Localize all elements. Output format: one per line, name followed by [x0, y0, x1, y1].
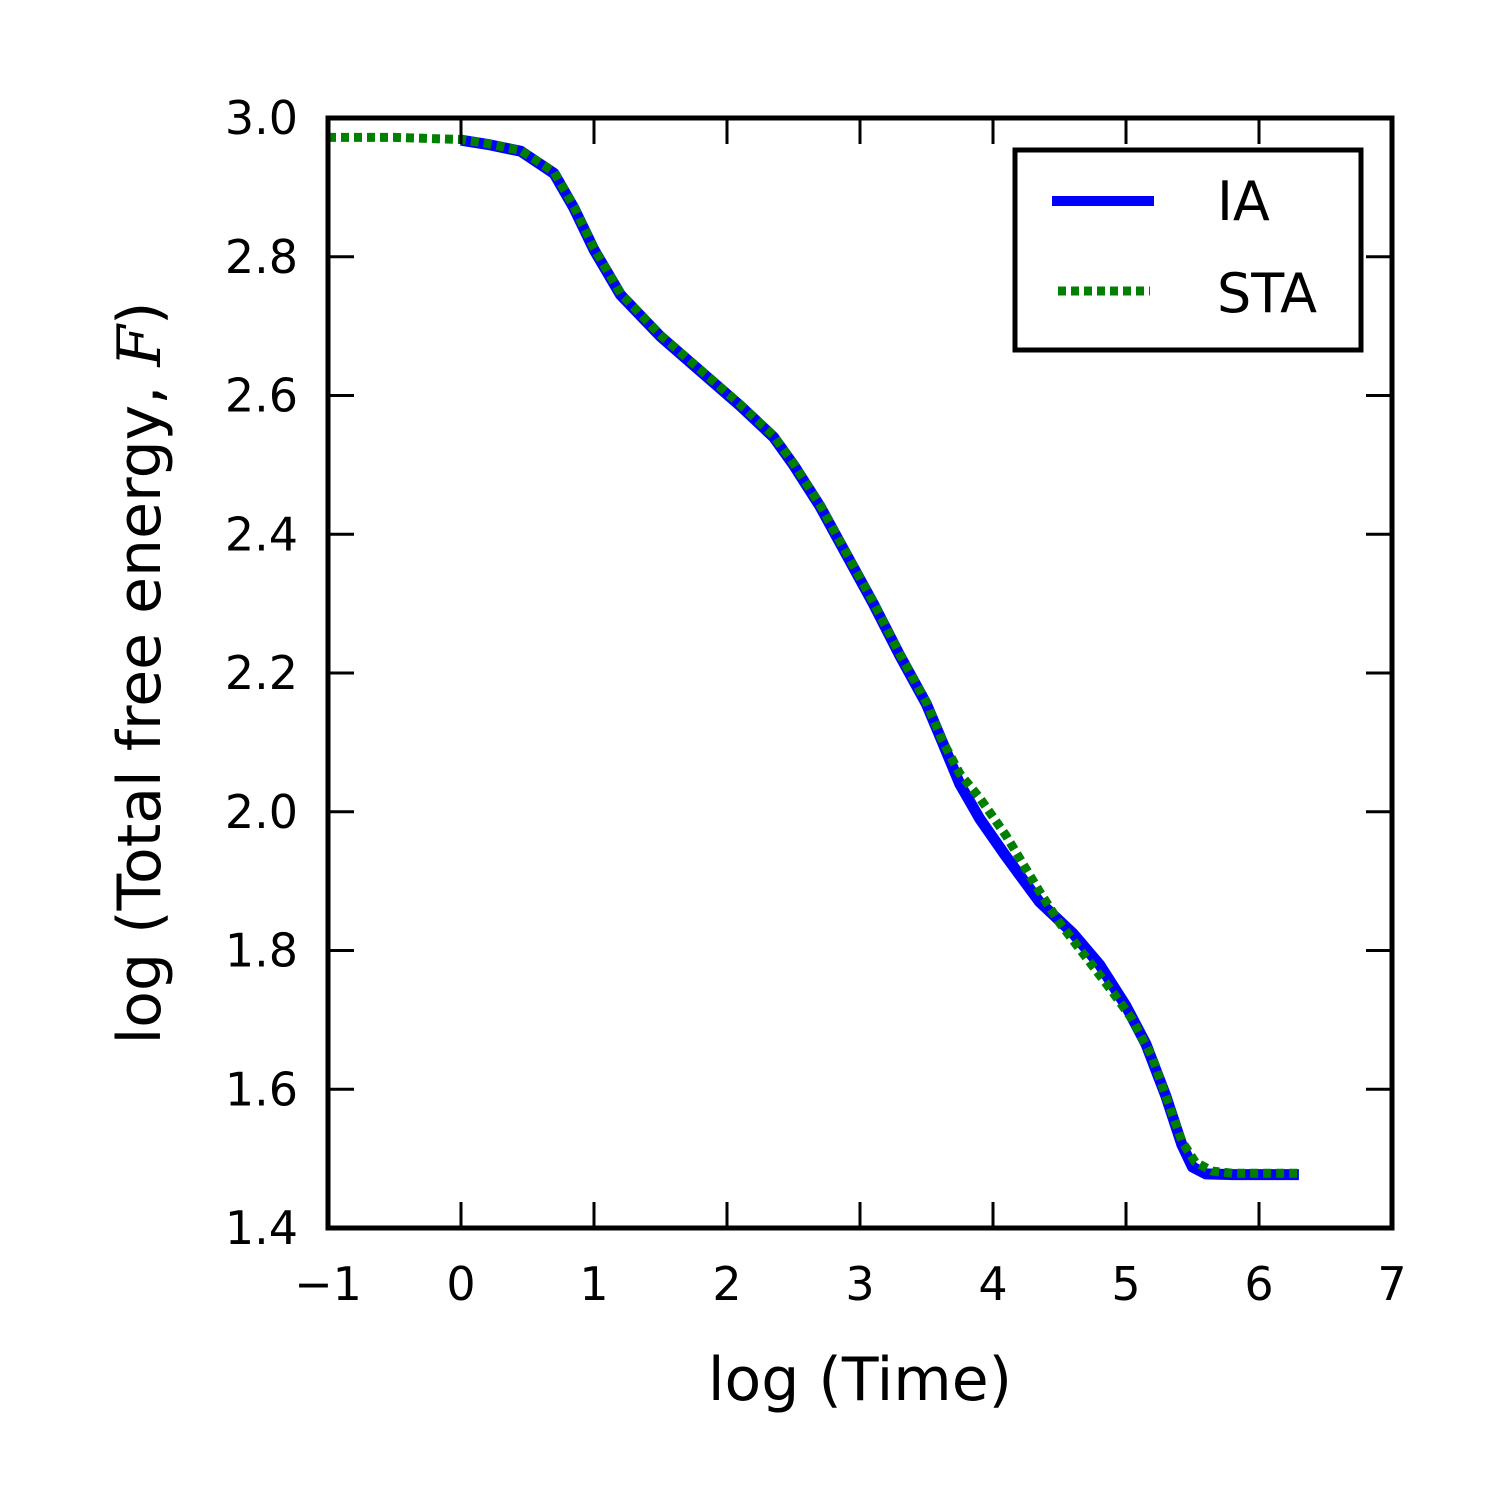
legend-label-sta: STA	[1217, 262, 1317, 325]
ticks-layer: −1 0 1 2 3 4 5 6 7 1.4 1.6 1.8 2.0 2.2 2.4 2.6 2.8 3.0	[225, 91, 1407, 1311]
legend-label-ia: IA	[1217, 170, 1270, 233]
y-tick-label: 2.8	[225, 230, 298, 284]
x-tick-label: 1	[579, 1257, 608, 1311]
y-tick-label: 1.6	[225, 1062, 298, 1116]
y-tick-label: 2.4	[225, 507, 298, 561]
y-tick-label: 1.8	[225, 924, 298, 978]
x-tick-label: 0	[446, 1257, 475, 1311]
x-tick-label: 4	[978, 1257, 1007, 1311]
series-layer	[328, 132, 1299, 1181]
x-tick-label: 2	[712, 1257, 741, 1311]
y-tick-label: 2.2	[225, 646, 298, 700]
legend-box	[1012, 147, 1364, 353]
y-axis-label-suffix: )	[105, 302, 175, 325]
x-tick-label: 5	[1111, 1257, 1140, 1311]
legend: IA STA	[1012, 147, 1364, 353]
series-line-sta	[328, 132, 1299, 1178]
y-axis-label: log (Total free energy, F)	[105, 302, 175, 1045]
x-axis-label: log (Time)	[708, 1345, 1012, 1415]
y-tick-label: 2.6	[225, 369, 298, 423]
x-tick-label: −1	[294, 1257, 362, 1311]
y-tick-label: 1.4	[225, 1201, 298, 1255]
y-tick-label: 2.0	[225, 785, 298, 839]
y-axis-label-variable: F	[105, 323, 175, 368]
x-tick-label: 3	[845, 1257, 874, 1311]
y-axis-label-prefix: log (Total free energy,	[105, 367, 175, 1045]
x-tick-label: 7	[1377, 1257, 1406, 1311]
y-tick-label: 3.0	[225, 91, 298, 145]
plot-frame	[325, 115, 1395, 1231]
x-tick-label: 6	[1244, 1257, 1273, 1311]
